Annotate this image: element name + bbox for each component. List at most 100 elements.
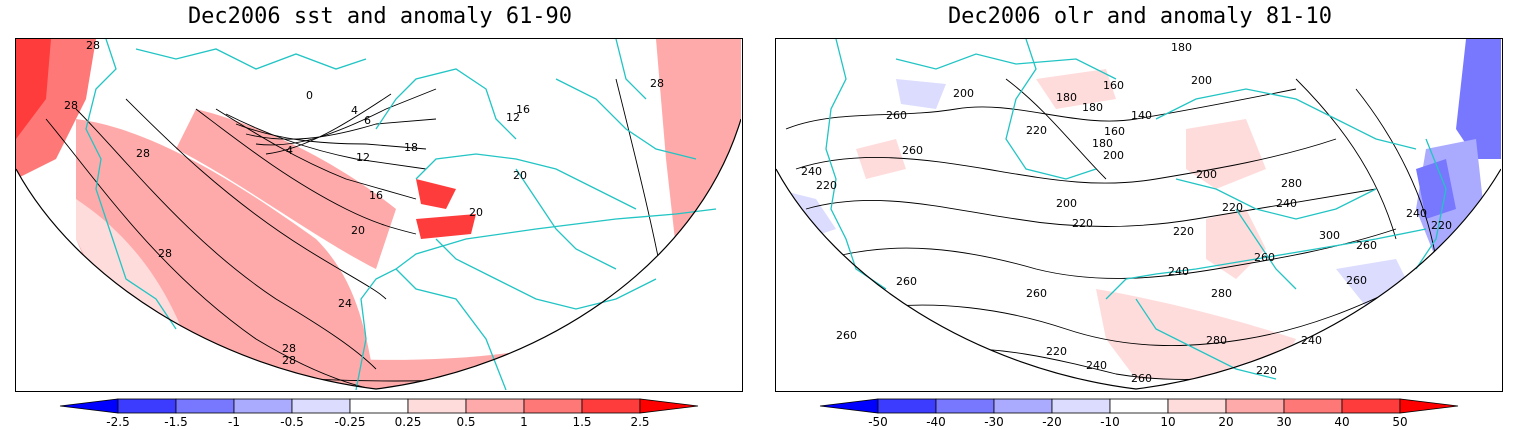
contour-label: 28 (650, 77, 664, 90)
sst-anomaly-east (656, 39, 741, 249)
sst-anomaly-west-core (16, 39, 51, 139)
contour-label: 28 (282, 354, 296, 367)
sst-colorbar (59, 398, 699, 414)
contour-label: 260 (1356, 239, 1377, 252)
contour-label: 240 (1168, 265, 1189, 278)
contour-label: 240 (1406, 207, 1427, 220)
contour-label: 280 (1281, 177, 1302, 190)
contour-label: 16 (516, 103, 530, 116)
colorbar-segment (1283, 398, 1343, 414)
contour-label: 16 (369, 189, 383, 202)
contour-label: 6 (364, 114, 371, 127)
contour-label: 280 (1211, 287, 1232, 300)
contour-label: 200 (1056, 197, 1077, 210)
contour-label: 260 (836, 329, 857, 342)
contour-label: 180 (1171, 41, 1192, 54)
sst-anomaly-light (76, 199, 186, 339)
contour-label: 160 (1103, 79, 1124, 92)
colorbar-label: -0.25 (334, 415, 366, 429)
contour-label: 200 (1103, 149, 1124, 162)
olr-coastlines (825, 39, 1447, 380)
colorbar-segment (407, 398, 467, 414)
colorbar-label: -10 (1100, 415, 1120, 429)
colorbar-label: -30 (984, 415, 1004, 429)
contour-label: 180 (1082, 101, 1103, 114)
contour-label: 220 (1046, 345, 1067, 358)
colorbar-segment (349, 398, 409, 414)
olr-anomaly-nw-blue (896, 79, 946, 109)
colorbar-label: 0.5 (456, 415, 476, 429)
contour-label: 12 (506, 111, 520, 124)
colorbar-label: -40 (926, 415, 946, 429)
olr-anomaly-east-blue3 (1416, 159, 1456, 219)
contour-label: 180 (1092, 137, 1113, 150)
sst-contours (45, 78, 667, 389)
colorbar-label: -20 (1042, 415, 1062, 429)
sst-map: 28 28 28 28 28 28 28 0 4 6 4 12 16 20 24… (15, 38, 743, 392)
colorbar-segment (465, 398, 525, 414)
olr-anomaly-europe (1186, 119, 1266, 189)
sst-panel-title: Dec2006 sst and anomaly 61-90 (187, 4, 573, 29)
contour-label: 220 (816, 179, 837, 192)
colorbar-segment (935, 398, 995, 414)
colorbar-segment (233, 398, 293, 414)
contour-label: 140 (1131, 109, 1152, 122)
colorbar-segment (993, 398, 1053, 414)
colorbar-segment (877, 398, 937, 414)
contour-label: 220 (1256, 364, 1277, 377)
colorbar-segment (1109, 398, 1169, 414)
olr-map-svg: 260 200 180 180 140 160 180 200 220 260 … (776, 39, 1501, 390)
colorbar-segment (1225, 398, 1285, 414)
contour-label: 0 (306, 89, 313, 102)
colorbar-label: 2.5 (630, 415, 650, 429)
contour-label: 200 (1191, 74, 1212, 87)
sst-anomaly-band (176, 109, 396, 269)
contour-label: 220 (1072, 217, 1093, 230)
sst-anomaly-med2 (416, 214, 476, 239)
contour-label: 260 (886, 109, 907, 122)
contour-label: 240 (1276, 197, 1297, 210)
colorbar-label: 1.5 (572, 415, 592, 429)
colorbar-segment (1341, 398, 1401, 414)
colorbar-segment (1167, 398, 1227, 414)
colorbar-label: 1 (520, 415, 528, 429)
colorbar-segment (175, 398, 235, 414)
colorbar-label: -0.5 (280, 415, 304, 429)
sst-panel: Dec2006 sst and anomaly 61-90 (15, 4, 743, 429)
contour-label: 4 (351, 104, 358, 117)
contour-label: 220 (1173, 225, 1194, 238)
colorbar-label: 20 (1218, 415, 1234, 429)
colorbar-label: 10 (1160, 415, 1176, 429)
contour-label: 20 (469, 206, 483, 219)
contour-label: 28 (158, 247, 172, 260)
olr-anomaly-east-blue (1456, 39, 1501, 159)
contour-label: 260 (902, 144, 923, 157)
contour-label: 12 (356, 151, 370, 164)
colorbar-high-arrow (1399, 398, 1459, 414)
sst-coastlines (85, 39, 717, 390)
contour-label: 20 (351, 224, 365, 237)
olr-contour-labels: 260 200 180 180 140 160 180 200 220 260 … (801, 41, 1452, 385)
sst-map-svg: 28 28 28 28 28 28 28 0 4 6 4 12 16 20 24… (16, 39, 741, 390)
colorbar-high-arrow (639, 398, 699, 414)
colorbar-label: -1.5 (164, 415, 188, 429)
contour-label: 28 (64, 99, 78, 112)
olr-panel-title: Dec2006 olr and anomaly 81-10 (947, 4, 1333, 29)
contour-label: 220 (1026, 124, 1047, 137)
contour-label: 180 (1056, 91, 1077, 104)
contour-label: 260 (896, 275, 917, 288)
colorbar-label: 40 (1334, 415, 1350, 429)
contour-label: 28 (86, 39, 100, 52)
sst-contour-labels: 28 28 28 28 28 28 28 0 4 6 4 12 16 20 24… (64, 39, 664, 367)
colorbar-label: -2.5 (106, 415, 130, 429)
contour-label: 240 (1301, 334, 1322, 347)
contour-label: 18 (404, 141, 418, 154)
olr-map: 260 200 180 180 140 160 180 200 220 260 … (775, 38, 1503, 392)
contour-label: 260 (1026, 287, 1047, 300)
contour-label: 200 (1196, 168, 1217, 181)
colorbar-low-arrow (819, 398, 879, 414)
contour-label: 240 (1086, 359, 1107, 372)
contour-label: 28 (282, 342, 296, 355)
colorbar-segment (523, 398, 583, 414)
colorbar-segment (117, 398, 177, 414)
